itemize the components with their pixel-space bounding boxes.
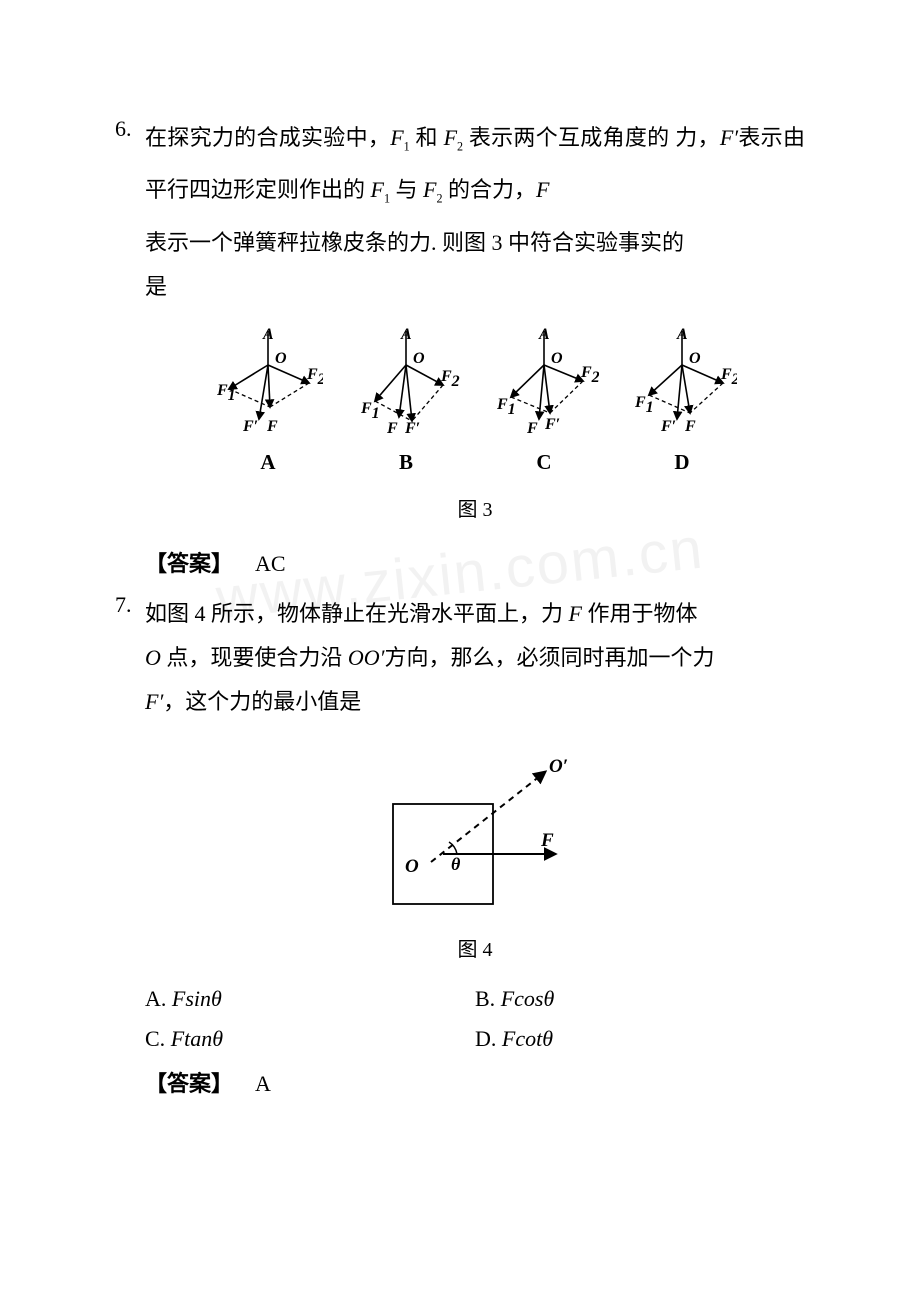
lbl-Fp: F′	[404, 420, 420, 437]
question-number: 7.	[115, 592, 132, 618]
lbl-F1: F1	[216, 382, 236, 404]
lbl-F2: F2	[580, 364, 599, 386]
answer-label: 【答案】	[145, 551, 233, 576]
option-c: C. Ftanθ	[145, 1026, 475, 1052]
diagram-c-svg: A O F1 F2 F F′	[489, 327, 599, 439]
option-b: B. Fcosθ	[475, 986, 805, 1012]
figure-3-row: A O F1 F2 F′ F A	[145, 327, 805, 475]
lbl-O: O	[413, 350, 425, 367]
sym-F: F	[536, 177, 549, 202]
lbl-A: A	[400, 327, 412, 343]
lbl-F: F	[684, 418, 696, 435]
lbl-A: A	[538, 327, 550, 343]
fig-d-label: D	[627, 450, 737, 475]
lbl-F2: F2	[720, 366, 737, 388]
fig-a-label: A	[213, 450, 323, 475]
text: 与	[390, 177, 423, 202]
fig-c-label: C	[489, 450, 599, 475]
sym-OOprime: OO′	[348, 645, 385, 670]
lbl-A: A	[262, 327, 274, 343]
question-text: 在探究力的合成实验中，F1 和 F2 表示两个互成角度的 力，F′表示由平行四边…	[145, 116, 805, 309]
diagram-b-svg: A O F1 F2 F F′	[351, 327, 461, 439]
text: 力，	[675, 125, 720, 150]
lbl-F1: F1	[360, 400, 380, 422]
page-content: 6. 在探究力的合成实验中，F1 和 F2 表示两个互成角度的 力，F′表示由平…	[145, 116, 805, 1112]
lbl-O: O	[551, 350, 563, 367]
answer-value: A	[255, 1071, 271, 1096]
question-number: 6.	[115, 116, 132, 142]
figure-3-c: A O F1 F2 F F′ C	[489, 327, 599, 475]
sym-F1: F	[390, 125, 403, 150]
figure-4-svg: O F O′ θ	[345, 754, 605, 914]
diagram-a-svg: A O F1 F2 F′ F	[213, 327, 323, 439]
text: 和	[410, 125, 444, 150]
sym-F1: F	[371, 177, 384, 202]
lbl-O: O	[275, 350, 287, 367]
lbl-Fp: F′	[242, 418, 258, 435]
lbl-F1: F1	[496, 396, 516, 418]
answer-6: 【答案】 AC	[145, 546, 805, 578]
lbl-F: F	[266, 418, 278, 435]
option-d: D. Fcotθ	[475, 1026, 805, 1052]
lbl-Oprime: O′	[549, 756, 568, 777]
lbl-F: F	[526, 420, 538, 437]
figure-3-a: A O F1 F2 F′ F A	[213, 327, 323, 475]
diagram-d-svg: A O F1 F2 F′ F	[627, 327, 737, 439]
options-7: A. Fsinθ B. Fcosθ C. Ftanθ D. Fcotθ	[145, 986, 805, 1052]
text: 的合力，	[443, 177, 537, 202]
text: 表示一个弹簧秤拉橡皮条的力. 则图 3 中符合实验事实的	[145, 230, 684, 255]
sym-Fprime: F′	[720, 125, 738, 150]
lbl-O: O	[689, 350, 701, 367]
lbl-F2: F2	[306, 366, 323, 388]
question-6: 6. 在探究力的合成实验中，F1 和 F2 表示两个互成角度的 力，F′表示由平…	[145, 116, 805, 578]
figure-3-d: A O F1 F2 F′ F D	[627, 327, 737, 475]
answer-7: 【答案】 A	[145, 1066, 805, 1098]
figure-3-b: A O F1 F2 F F′ B	[351, 327, 461, 475]
lbl-F2: F2	[440, 368, 460, 390]
sym-F2: F	[444, 125, 457, 150]
sym-F: F	[569, 601, 582, 626]
lbl-Fp: F′	[660, 418, 676, 435]
answer-label: 【答案】	[145, 1071, 233, 1096]
figure-4-caption: 图 4	[145, 933, 805, 962]
question-text: 如图 4 所示，物体静止在光滑水平面上，力 F 作用于物体 O 点，现要使合力沿…	[145, 592, 805, 724]
text: 作用于物体	[582, 601, 698, 626]
figure-3-caption: 图 3	[145, 493, 805, 522]
lbl-theta: θ	[451, 854, 461, 874]
question-7: 7. 如图 4 所示，物体静止在光滑水平面上，力 F 作用于物体 O 点，现要使…	[145, 592, 805, 1098]
answer-value: AC	[255, 551, 286, 576]
figure-4: O F O′ θ 图 4	[145, 754, 805, 962]
sym-Fprime: F′	[145, 689, 163, 714]
text: 点，现要使合力沿	[161, 645, 348, 670]
text: 是	[145, 274, 167, 299]
option-a: A. Fsinθ	[145, 986, 475, 1012]
lbl-F: F	[540, 830, 554, 851]
sym-O: O	[145, 645, 161, 670]
lbl-A: A	[676, 327, 688, 343]
lbl-F1: F1	[634, 394, 654, 416]
text: 在探究力的合成实验中，	[145, 125, 390, 150]
text: 如图 4 所示，物体静止在光滑水平面上，力	[145, 601, 569, 626]
text: 方向，那么，必须同时再加一个力	[385, 645, 715, 670]
text: 表示两个互成角度的	[463, 125, 669, 150]
sym-F2: F	[423, 177, 436, 202]
fig-b-label: B	[351, 450, 461, 475]
lbl-F: F	[386, 420, 398, 437]
lbl-O: O	[405, 856, 419, 877]
text: ，这个力的最小值是	[163, 689, 361, 714]
lbl-Fp: F′	[544, 416, 560, 433]
